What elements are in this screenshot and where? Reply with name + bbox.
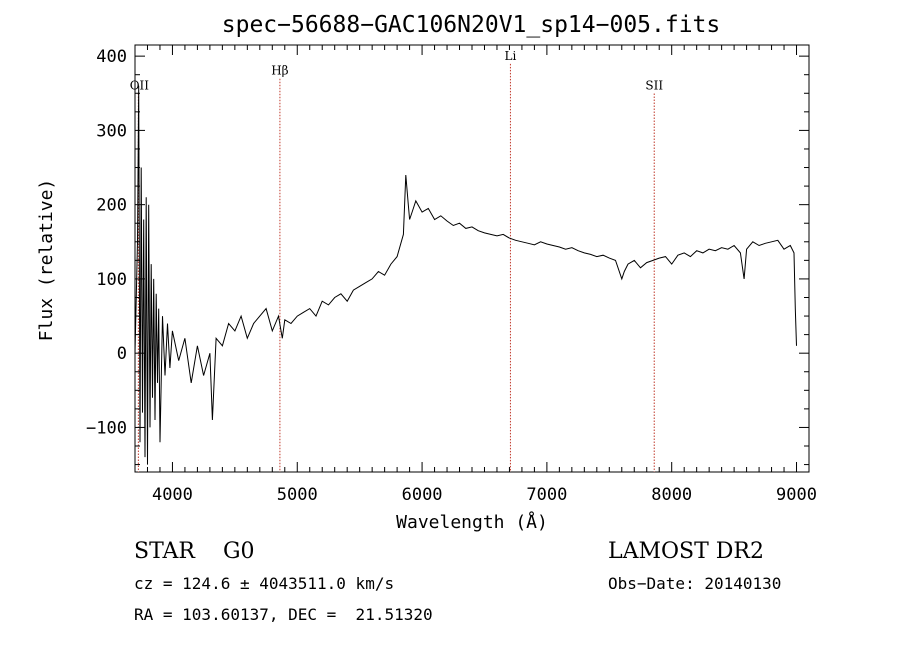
redshift-value: cz = 124.6 ± 4043511.0 km/s bbox=[134, 574, 394, 593]
x-tick-label: 9000 bbox=[776, 485, 817, 505]
y-tick-label: 100 bbox=[96, 270, 127, 290]
y-tick-label: 300 bbox=[96, 121, 127, 141]
survey-name: LAMOST DR2 bbox=[608, 539, 764, 564]
spectral-line-label: SII bbox=[645, 79, 663, 93]
x-axis: 4000 5000 6000 7000 8000 9000 bbox=[146, 45, 817, 505]
x-tick-label: 6000 bbox=[402, 485, 443, 505]
observation-date: Obs−Date: 20140130 bbox=[608, 574, 781, 593]
spectrum-line bbox=[134, 85, 797, 465]
x-axis-label: Wavelength (Å) bbox=[396, 511, 548, 533]
chart-title: spec−56688−GAC106N20V1_sp14−005.fits bbox=[222, 12, 721, 38]
spectral-line-label: Li bbox=[505, 49, 517, 63]
x-tick-label: 7000 bbox=[526, 485, 567, 505]
y-tick-label: 400 bbox=[96, 47, 127, 67]
spectral-class: STAR G0 bbox=[134, 539, 255, 564]
x-tick-label: 5000 bbox=[277, 485, 318, 505]
coordinates: RA = 103.60137, DEC = 21.51320 bbox=[134, 605, 433, 624]
x-tick-label: 8000 bbox=[651, 485, 692, 505]
y-axis: −100 0 100 200 300 400 bbox=[86, 47, 809, 466]
plot-frame bbox=[134, 44, 810, 473]
y-axis-label: Flux (relative) bbox=[36, 179, 57, 342]
spectrum-series bbox=[134, 85, 797, 465]
line-markers: OII Hβ Li SII bbox=[130, 49, 663, 472]
y-tick-label: −100 bbox=[86, 418, 127, 438]
y-tick-label: 200 bbox=[96, 196, 127, 216]
spectral-line-label: OII bbox=[130, 79, 150, 93]
y-tick-label: 0 bbox=[117, 344, 127, 364]
spectral-line-label: Hβ bbox=[271, 64, 288, 78]
x-tick-label: 4000 bbox=[152, 485, 193, 505]
plot-border bbox=[134, 44, 810, 473]
